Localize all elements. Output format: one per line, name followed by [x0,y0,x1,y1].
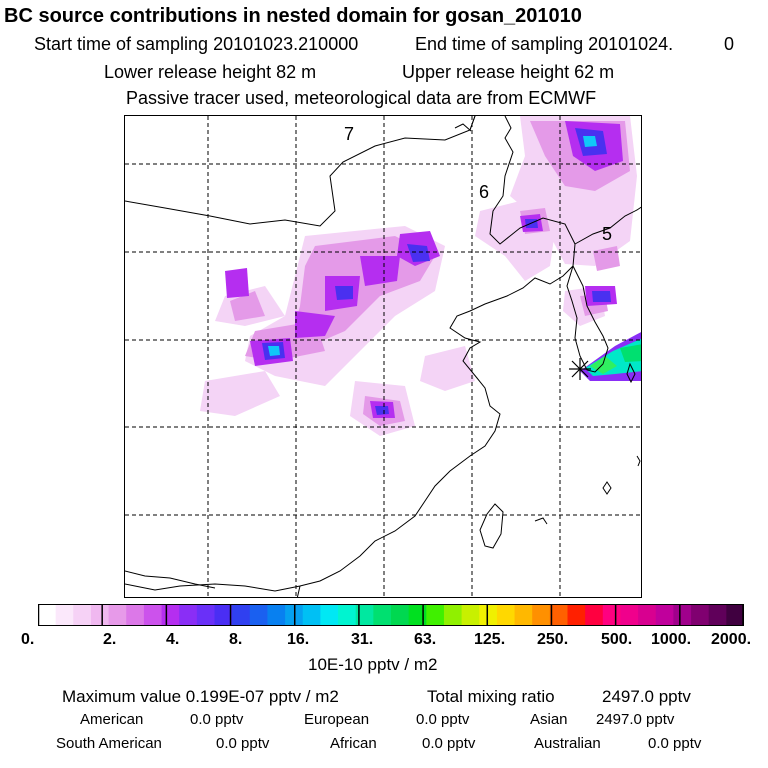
colorbar-swatch [655,604,674,626]
colorbar-swatch [196,604,215,626]
receptor-star-icon [569,358,591,380]
colorbar-swatch [355,604,374,626]
tick-label: 2. [103,631,117,648]
lat-lon-grid [125,116,641,597]
map-title: BC source contributions in nested domain… [4,5,582,27]
colorbar-swatch [179,604,198,626]
end-time-label: End time of sampling 20101024. [415,34,674,54]
end-time-value: 0 [724,34,735,54]
tick-label: 16. [287,631,310,648]
colorbar-swatch [38,604,57,626]
total-mixing-ratio-value: 2497.0 pptv [602,687,691,706]
source-american-value: 0.0 pptv [190,711,244,728]
colorbar-swatch [691,604,710,626]
tick-label: 4. [166,631,180,648]
colorbar [38,604,744,626]
colorbar-swatch [143,604,163,626]
coastlines [125,116,641,597]
source-south-american-label: South American [56,735,162,752]
colorbar-swatch [214,604,233,626]
tracer-note: Passive tracer used, meteorological data… [126,88,597,108]
colorbar-swatch [726,604,744,626]
colorbar-swatch [461,604,480,626]
sector-label-7: 7 [344,124,355,144]
colorbar-swatch [373,604,392,626]
tick-label: 125. [474,631,506,648]
colorbar-swatch [55,604,74,626]
colorbar-swatch [602,604,621,626]
tick-label: 500. [601,631,633,648]
concentration-field [200,116,641,436]
source-australian-label: Australian [534,735,601,752]
source-african-label: African [330,735,377,752]
colorbar-swatch [249,604,268,626]
colorbar-swatch [267,604,286,626]
source-american-label: American [80,711,144,728]
map-canvas [125,116,641,597]
colorbar-swatch [90,604,110,626]
tick-label: 2000. [711,631,752,648]
colorbar-swatch [426,604,445,626]
tick-label: 8. [229,631,243,648]
colorbar-swatch [496,604,516,626]
colorbar-swatch [673,604,692,626]
upper-release-height: Upper release height 62 m [402,62,615,82]
colorbar-swatch [73,604,92,626]
source-european-value: 0.0 pptv [416,711,470,728]
colorbar-unit: 10E-10 pptv / m2 [308,655,438,674]
source-asian-label: Asian [530,711,568,728]
maximum-value: Maximum value 0.199E-07 pptv / m2 [62,687,339,706]
sector-label-5: 5 [602,224,613,244]
source-asian-value: 2497.0 pptv [596,711,675,728]
lower-release-height: Lower release height 82 m [104,62,317,82]
source-south-american-value: 0.0 pptv [216,735,270,752]
tick-label: 0. [21,631,35,648]
colorbar-swatch [408,604,427,626]
source-african-value: 0.0 pptv [422,735,476,752]
colorbar-swatch [443,604,463,626]
colorbar-swatch [338,604,357,626]
colorbar-swatch [126,604,145,626]
colorbar-swatch [638,604,657,626]
tick-label: 63. [414,631,437,648]
colorbar-swatch [391,604,410,626]
tick-label: 1000. [651,631,692,648]
colorbar-swatch [549,604,568,626]
colorbar-swatch [708,604,727,626]
colorbar-swatch [302,604,321,626]
tick-label: 250. [537,631,569,648]
colorbar-border [38,604,744,626]
total-mixing-ratio-label: Total mixing ratio [427,687,555,706]
colorbar-swatch [232,604,251,626]
colorbar-swatch [108,604,127,626]
colorbar-swatch [585,604,604,626]
colorbar-swatch [514,604,533,626]
source-australian-value: 0.0 pptv [648,735,702,752]
colorbar-swatch [479,604,498,626]
colorbar-swatch [161,604,180,626]
start-time-label: Start time of sampling 20101023.210000 [34,34,359,54]
tick-label: 31. [351,631,374,648]
sector-label-6: 6 [479,182,490,202]
source-european-label: European [304,711,370,728]
colorbar-swatch [620,604,639,626]
colorbar-swatch [320,604,339,626]
map-panel: 7 6 5 [124,115,642,598]
colorbar-swatch [567,604,586,626]
colorbar-swatch [532,604,551,626]
